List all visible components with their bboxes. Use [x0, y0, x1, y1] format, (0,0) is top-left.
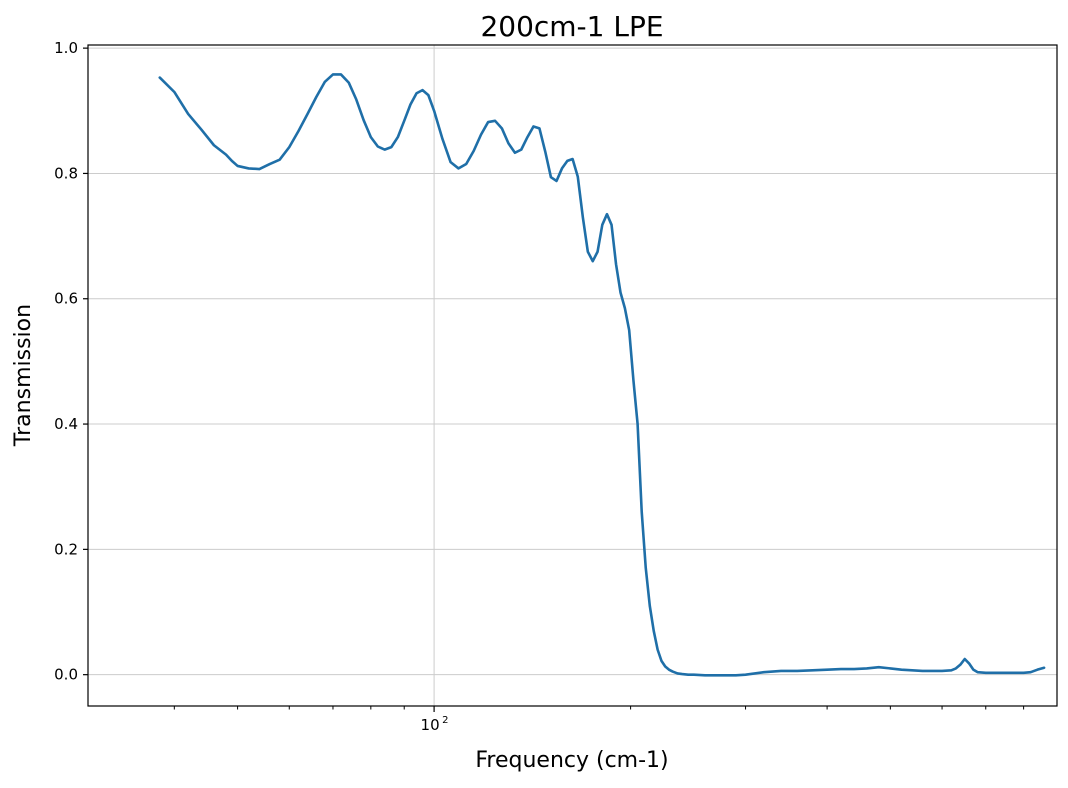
y-tick-label: 0.4 — [54, 415, 78, 433]
x-tick-label: 10 — [421, 716, 440, 734]
y-tick-label: 0.8 — [54, 164, 78, 182]
axis-ticks: 0.0 0.2 0.4 0.6 0.8 1.0 10 2 — [54, 39, 1025, 734]
grid-lines — [88, 45, 1057, 706]
y-tick-label: 0.6 — [54, 290, 78, 308]
y-tick-label: 0.2 — [54, 540, 78, 558]
transmission-series-line — [158, 73, 1046, 677]
y-tick-label: 0.0 — [54, 666, 78, 684]
y-tick-label: 1.0 — [54, 39, 78, 57]
y-axis-label: Transmission — [11, 304, 36, 447]
chart-title: 200cm-1 LPE — [480, 10, 663, 43]
x-axis-label: Frequency (cm-1) — [475, 748, 668, 773]
plot-frame — [87, 44, 1058, 707]
x-tick-label-exponent: 2 — [442, 715, 448, 726]
